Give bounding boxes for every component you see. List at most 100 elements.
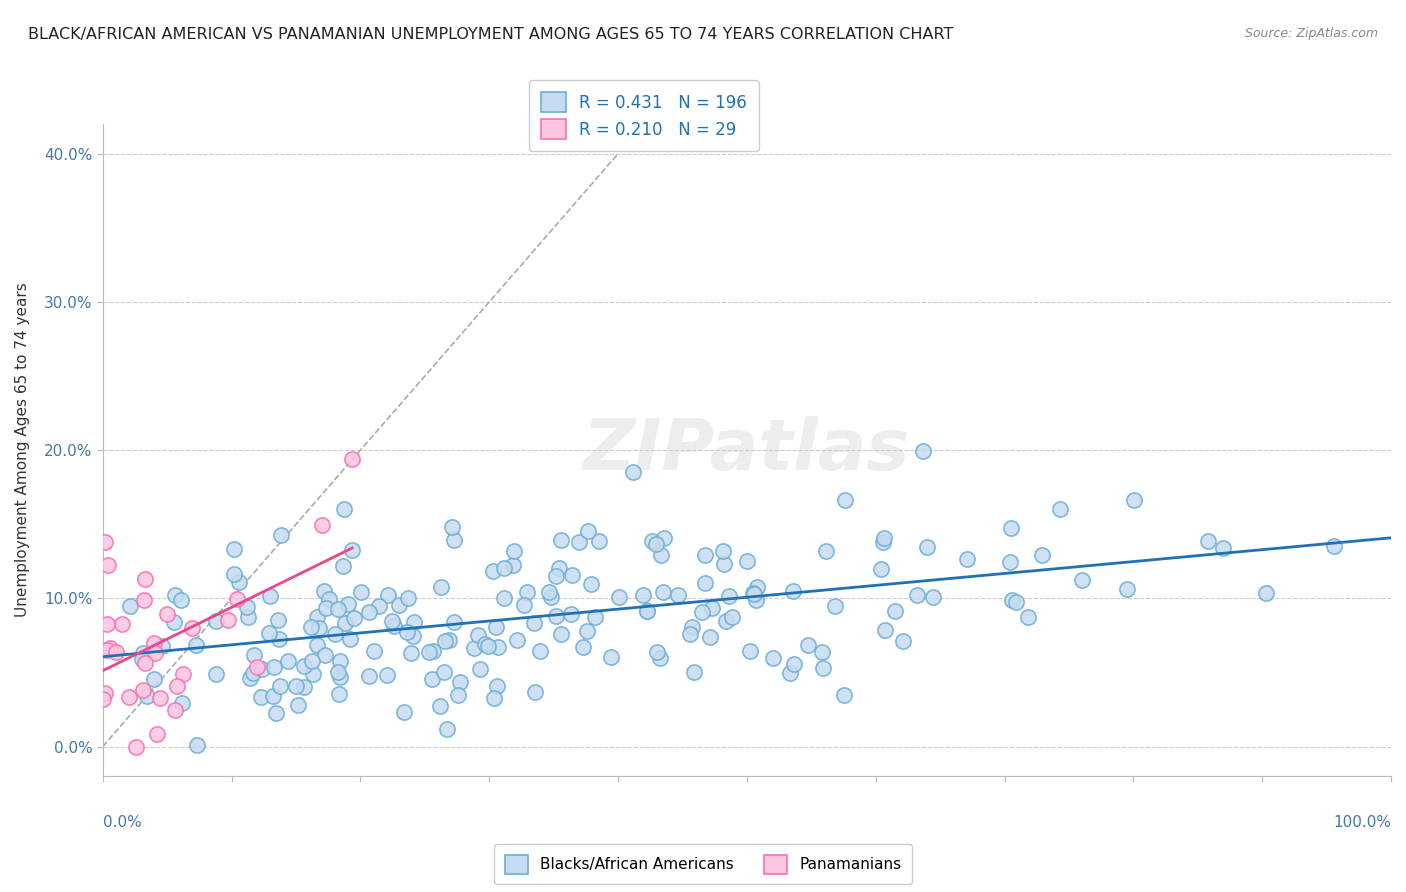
Point bbox=[340, 543, 363, 558]
Point bbox=[824, 599, 846, 614]
Point bbox=[329, 654, 352, 668]
Point bbox=[270, 528, 292, 542]
Y-axis label: Unemployment Among Ages 65 to 74 years: Unemployment Among Ages 65 to 74 years bbox=[15, 283, 30, 617]
Text: 100.0%: 100.0% bbox=[1333, 815, 1391, 830]
Point bbox=[1122, 492, 1144, 507]
Point bbox=[699, 630, 721, 644]
Point bbox=[131, 652, 153, 666]
Point bbox=[713, 557, 735, 571]
Point bbox=[422, 644, 444, 658]
Point bbox=[762, 650, 785, 665]
Point bbox=[377, 588, 399, 602]
Point bbox=[467, 628, 489, 642]
Point bbox=[142, 672, 165, 686]
Point bbox=[433, 633, 456, 648]
Point bbox=[815, 543, 838, 558]
Point bbox=[429, 580, 451, 594]
Point bbox=[134, 657, 156, 671]
Point bbox=[523, 615, 546, 630]
Point bbox=[132, 683, 155, 698]
Point bbox=[832, 688, 855, 702]
Point bbox=[512, 598, 534, 612]
Point bbox=[205, 667, 228, 681]
Point bbox=[548, 561, 571, 575]
Point bbox=[782, 657, 804, 671]
Point bbox=[375, 668, 398, 682]
Point bbox=[1031, 548, 1053, 562]
Point bbox=[645, 537, 668, 551]
Point bbox=[118, 690, 141, 705]
Point bbox=[738, 644, 761, 658]
Point bbox=[318, 591, 340, 606]
Point bbox=[243, 648, 266, 662]
Point bbox=[97, 558, 120, 572]
Point bbox=[742, 587, 765, 601]
Point bbox=[170, 696, 193, 710]
Point bbox=[259, 590, 281, 604]
Point bbox=[404, 615, 426, 630]
Point bbox=[550, 626, 572, 640]
Point bbox=[328, 602, 350, 616]
Point bbox=[343, 611, 366, 625]
Point bbox=[588, 533, 610, 548]
Point bbox=[538, 585, 561, 599]
Point bbox=[576, 524, 599, 538]
Point bbox=[292, 680, 315, 694]
Point bbox=[745, 580, 768, 594]
Point bbox=[93, 535, 115, 549]
Point bbox=[811, 644, 834, 658]
Point bbox=[912, 443, 935, 458]
Point bbox=[492, 591, 515, 606]
Point bbox=[368, 599, 391, 614]
Point bbox=[463, 640, 485, 655]
Point bbox=[429, 698, 451, 713]
Point bbox=[1254, 586, 1277, 600]
Point bbox=[523, 685, 546, 699]
Point bbox=[257, 626, 280, 640]
Text: ZIPatlas: ZIPatlas bbox=[583, 416, 911, 484]
Point bbox=[506, 633, 529, 648]
Point bbox=[111, 616, 134, 631]
Point bbox=[143, 636, 166, 650]
Point bbox=[217, 613, 239, 627]
Point bbox=[134, 573, 156, 587]
Text: Source: ZipAtlas.com: Source: ZipAtlas.com bbox=[1244, 27, 1378, 40]
Point bbox=[264, 706, 287, 720]
Point bbox=[560, 607, 582, 621]
Point bbox=[550, 533, 572, 547]
Point bbox=[339, 632, 361, 646]
Point bbox=[683, 665, 706, 680]
Point bbox=[267, 614, 290, 628]
Point bbox=[328, 665, 350, 679]
Point bbox=[470, 661, 492, 675]
Point bbox=[226, 592, 249, 607]
Point bbox=[184, 638, 207, 652]
Point bbox=[690, 605, 713, 619]
Point bbox=[186, 738, 208, 752]
Point bbox=[650, 651, 672, 665]
Point bbox=[382, 619, 405, 633]
Point bbox=[388, 598, 411, 612]
Point bbox=[721, 610, 744, 624]
Point bbox=[482, 564, 505, 578]
Point bbox=[145, 727, 167, 741]
Point bbox=[308, 621, 330, 635]
Point bbox=[873, 531, 896, 545]
Point bbox=[125, 739, 148, 754]
Point bbox=[546, 609, 568, 624]
Point bbox=[149, 691, 172, 706]
Point bbox=[131, 646, 153, 660]
Point bbox=[922, 590, 945, 604]
Point bbox=[486, 640, 509, 655]
Point bbox=[433, 665, 456, 679]
Point bbox=[150, 639, 173, 653]
Point bbox=[1001, 593, 1024, 607]
Point bbox=[695, 548, 717, 562]
Point bbox=[636, 603, 658, 617]
Point bbox=[477, 640, 499, 654]
Point bbox=[180, 621, 202, 635]
Point bbox=[204, 614, 226, 628]
Point bbox=[1049, 502, 1071, 516]
Point bbox=[576, 624, 599, 638]
Text: 0.0%: 0.0% bbox=[103, 815, 142, 830]
